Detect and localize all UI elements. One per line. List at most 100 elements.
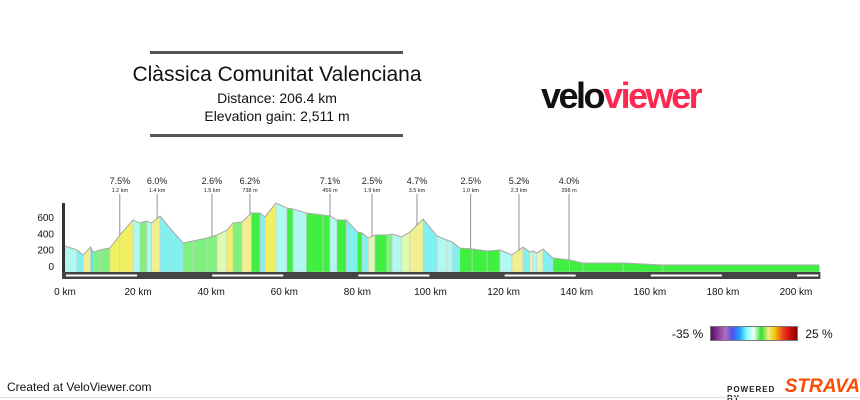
climb-gradient-label: 7.1% [320,176,341,186]
climb-length-label: 1.5 km [204,188,221,194]
profile-segment [216,229,228,273]
x-tick-label: 120 km [487,287,520,298]
x-axis-scale-segment [650,274,722,277]
climb-gradient-label: 2.5% [362,176,383,186]
profile-segment [329,215,338,273]
elevation-gain-text: Elevation gain: 2,511 m [204,108,350,124]
profile-segment [226,222,234,273]
profile-segment [251,212,261,273]
profile-segment [275,202,288,273]
profile-segment [139,220,148,273]
profile-segment [529,250,534,273]
climb-gradient-label: 2.6% [202,176,223,186]
profile-segment [391,233,402,273]
climb-gradient-label: 6.2% [240,176,261,186]
profile-segment [374,234,388,273]
climb-length-label: 1.4 km [149,188,166,194]
profile-segment [486,249,501,273]
x-tick-label: 160 km [633,287,666,298]
race-title: Clàssica Comunitat Valenciana [132,63,422,86]
y-tick-label: 400 [37,229,54,240]
legend-min-label: -35 % [672,326,704,341]
climb-length-label: 398 m [561,188,577,194]
x-tick-label: 0 km [54,287,76,298]
profile-segment [286,207,294,273]
profile-segment [169,227,184,273]
y-tick-label: 600 [37,213,54,224]
profile-segment [409,218,424,273]
profile-segment [346,219,358,273]
profile-segment [357,231,363,273]
climb-length-label: 2.3 km [511,188,528,194]
gradient-color-bar [710,326,799,341]
y-axis-line [62,203,65,273]
climb-gradient-label: 4.7% [407,176,428,186]
x-tick-label: 200 km [780,287,813,298]
x-axis-bar [62,272,821,279]
elevation-chart: 0 200 400 600 0 km 20 km 40 km 60 km 80 km 100 km… [37,176,821,298]
x-axis-scale-segment [504,274,576,277]
x-axis-scale-segment [358,274,430,277]
profile-segment [459,247,473,273]
profile-segment [471,248,488,273]
profile-segment [336,219,347,273]
profile-segment [232,221,243,273]
climb-gradient-label: 4.0% [559,176,580,186]
profile-segment [264,202,277,273]
profile-segment [241,212,252,273]
created-at-link[interactable]: Created at VeloViewer.com [7,380,152,394]
profile-segment [582,262,624,273]
x-tick-label: 40 km [198,287,225,298]
footer-divider [0,397,860,398]
y-tick-label: 200 [37,246,54,257]
profile-segment [76,249,84,273]
profile-segment [361,232,369,273]
climb-gradient-label: 6.0% [147,176,168,186]
title-rule-top [150,51,403,54]
x-tick-label: 100 km [414,287,447,298]
profile-segment [159,215,171,273]
x-tick-label: 180 km [707,287,740,298]
profile-segment [322,214,331,273]
x-axis-scale-segment [66,274,138,277]
strava-logo: STRAVA [784,376,860,397]
profile-outline [64,202,820,266]
profile-segment [206,234,218,273]
profile-segment [662,264,820,273]
profile-segment [436,235,448,273]
x-tick-label: 80 km [344,287,371,298]
legend-max-label: 25 % [805,326,833,341]
y-tick-label: 0 [48,262,54,273]
distance-text: Distance: 206.4 km [217,90,337,106]
climb-gradient-label: 2.5% [460,176,481,186]
profile-segment [499,249,513,273]
veloviewer-logo: veloviewer [541,75,703,116]
title-rule-bottom [150,134,403,137]
profile-segment [146,220,152,273]
profile-segment [400,231,411,273]
profile-segment [182,240,194,273]
x-axis-scale-segment [212,274,284,277]
x-tick-label: 60 km [271,287,298,298]
x-tick-label: 20 km [124,287,151,298]
climb-length-label: 738 m [242,188,258,194]
profile-segment [109,234,121,273]
climb-gradient-label: 5.2% [509,176,530,186]
profile-segment [532,250,538,273]
profile-segment [305,212,324,273]
profile-segment [151,215,161,273]
profile-segment [92,249,101,273]
profile-segment [132,219,141,273]
climb-gradient-label: 7.5% [110,176,131,186]
profile-segment [192,237,208,273]
profile-segment [386,233,393,273]
profile-segment [446,239,453,273]
profile-segment [292,208,307,273]
profile-segment [368,234,376,273]
profile-segment [259,212,266,273]
climb-length-label: 456 m [322,188,338,194]
x-axis-scale-segment [797,274,819,277]
climb-length-label: 1.0 km [462,188,479,194]
climb-length-label: 3.5 km [409,188,426,194]
